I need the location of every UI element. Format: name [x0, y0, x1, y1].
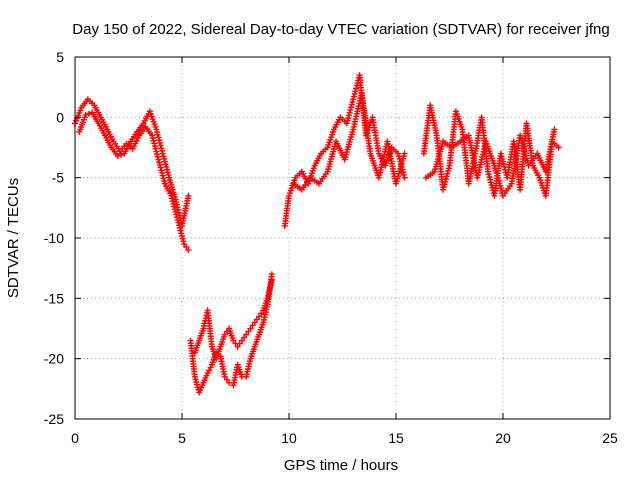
y-tick-label: -15	[44, 290, 64, 306]
y-tick-label: -25	[44, 411, 64, 427]
data-point	[401, 150, 408, 157]
data-point-interp	[236, 340, 243, 347]
data-point	[185, 247, 192, 254]
data-point	[82, 111, 89, 118]
data-point	[247, 325, 254, 332]
x-tick-label: 5	[178, 430, 186, 446]
y-tick-label: -5	[52, 170, 65, 186]
y-tick-labels: 5 0 -5 -10 -15 -20 -25	[44, 49, 64, 427]
data-point-interp	[245, 328, 252, 335]
y-tick-label: -10	[44, 230, 64, 246]
data-point-interp	[258, 310, 265, 317]
x-tick-label: 25	[602, 430, 618, 446]
data-point	[114, 152, 121, 159]
data-point	[221, 331, 228, 338]
data-point-interp	[223, 376, 230, 383]
data-point-interp	[183, 244, 190, 251]
x-tick-label: 10	[281, 430, 297, 446]
data-point	[251, 319, 258, 326]
data-point	[401, 174, 408, 181]
x-tick-label: 20	[495, 430, 511, 446]
y-axis-label: SDTVAR / TECUs	[5, 178, 22, 298]
data-point	[555, 144, 562, 151]
data-point	[181, 241, 188, 248]
data-point	[551, 126, 558, 133]
y-tick-label: 0	[56, 109, 64, 125]
y-tick-label: 5	[56, 49, 64, 65]
x-tick-label: 15	[388, 430, 404, 446]
data-point	[268, 271, 275, 278]
data-point-interp	[118, 151, 125, 158]
data-point-interp	[249, 322, 256, 329]
data-point-interp	[85, 110, 92, 117]
x-tick-label: 0	[71, 430, 79, 446]
x-axis-label: GPS time / hours	[284, 457, 398, 474]
data-point	[230, 337, 237, 344]
data-point	[256, 313, 263, 320]
axis-ticks	[74, 56, 611, 420]
grid-lines	[75, 57, 610, 419]
data-point	[221, 373, 228, 380]
data-point-interp	[241, 334, 248, 341]
y-tick-label: -20	[44, 351, 64, 367]
data-point-interp	[253, 316, 260, 323]
data-point	[234, 343, 241, 350]
data-point	[268, 277, 275, 284]
data-point	[238, 337, 245, 344]
data-point	[185, 192, 192, 199]
data-point	[243, 331, 250, 338]
x-tick-labels: 0 5 10 15 20 25	[71, 430, 618, 446]
data-points	[72, 72, 562, 396]
chart-title: Day 150 of 2022, Sidereal Day-to-day VTE…	[72, 21, 609, 38]
